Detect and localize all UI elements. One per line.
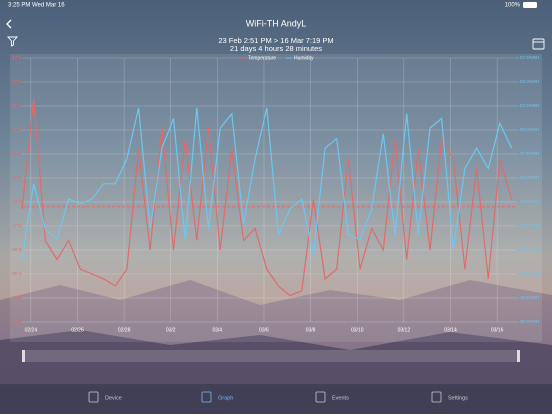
tab-button[interactable]: Settings: [431, 391, 468, 403]
scrubber-handle[interactable]: [517, 350, 520, 362]
status-time: 3:25 PM: [8, 3, 30, 9]
y-tick-label: 20°C: [12, 151, 23, 156]
y2-tick-label: 40.0%RH: [520, 223, 539, 228]
y-tick-label: 14°C: [12, 295, 23, 300]
y-tick-label: 19°C: [12, 175, 23, 180]
tab-label: Device: [105, 395, 122, 401]
x-tick-label: 02/26: [71, 327, 84, 333]
y-tick-label: 18°C: [12, 199, 23, 204]
tab-icon: [201, 391, 212, 403]
legend-label: Temperature: [248, 55, 276, 61]
x-tick-label: 03/2: [166, 327, 176, 333]
y2-tick-label: 57.5%RH: [520, 55, 539, 60]
y-tick-label: 13°C: [12, 319, 23, 324]
y2-tick-label: 50.0%RH: [520, 127, 539, 132]
y2-tick-label: 42.5%RH: [520, 199, 539, 204]
y2-tick-label: 45.0%RH: [520, 175, 539, 180]
y2-tick-label: 47.5%RH: [520, 151, 539, 156]
scrubber-handle[interactable]: [22, 350, 25, 362]
tab-button[interactable]: Events: [315, 391, 349, 403]
y2-tick-label: 30.0%RH: [520, 319, 539, 324]
data-line: [21, 107, 513, 260]
tab-button[interactable]: Device: [88, 391, 122, 403]
tab-icon: [315, 391, 326, 403]
back-button[interactable]: [6, 19, 12, 29]
y-tick-label: 15°C: [12, 271, 23, 276]
chart-panel: [10, 54, 542, 342]
y2-tick-label: 37.5%RH: [520, 247, 539, 252]
tab-icon: [88, 391, 99, 403]
range-text: 23 Feb 2:51 PM > 16 Mar 7:19 PM: [218, 36, 333, 45]
duration-text: 21 days 4 hours 28 minutes: [230, 44, 322, 53]
y-tick-label: 24°C: [12, 55, 23, 60]
x-tick-label: 03/10: [351, 327, 364, 333]
tab-bar: [0, 384, 552, 414]
y2-tick-label: 55.0%RH: [520, 79, 539, 84]
x-tick-label: 03/16: [491, 327, 504, 333]
tab-label: Settings: [448, 395, 468, 401]
y-tick-label: 22°C: [12, 103, 23, 108]
y-tick-label: 23°C: [12, 79, 23, 84]
calendar-icon: [532, 38, 545, 50]
calendar-button[interactable]: [532, 38, 545, 50]
y-tick-label: 16°C: [12, 247, 23, 252]
x-tick-label: 03/4: [212, 327, 222, 333]
x-tick-label: 03/6: [259, 327, 269, 333]
tab-icon: [431, 391, 442, 403]
y2-tick-label: 35.0%RH: [520, 271, 539, 276]
legend-label: Humidity: [294, 55, 314, 61]
filter-button[interactable]: [7, 36, 18, 47]
range-scrubber[interactable]: [22, 350, 520, 362]
x-tick-label: 02/28: [118, 327, 131, 333]
nav-title: WiFi-TH AndyL: [246, 18, 307, 28]
y2-tick-label: 52.5%RH: [520, 103, 539, 108]
data-line: [21, 98, 513, 297]
status-battery: 100%: [505, 3, 521, 9]
x-tick-label: 03/14: [444, 327, 457, 333]
y-tick-label: 21°C: [12, 127, 23, 132]
battery-icon: [523, 2, 537, 8]
tab-label: Events: [332, 395, 349, 401]
y-tick-label: 17°C: [12, 223, 23, 228]
y2-tick-label: 32.5%RH: [520, 295, 539, 300]
tabs: Device Graph Events Settings: [88, 391, 468, 403]
x-tick-label: 03/8: [306, 327, 316, 333]
tab-button[interactable]: Graph: [201, 391, 233, 403]
x-tick-label: 02/24: [25, 327, 38, 333]
status-date: Wed Mar 16: [32, 3, 65, 9]
tab-label: Graph: [218, 395, 233, 401]
x-tick-label: 03/12: [398, 327, 411, 333]
chart: 24°C 23°C 22°C 21°C 20°C 19°C 18°C 17°C 16°C 15°C…: [12, 55, 539, 333]
